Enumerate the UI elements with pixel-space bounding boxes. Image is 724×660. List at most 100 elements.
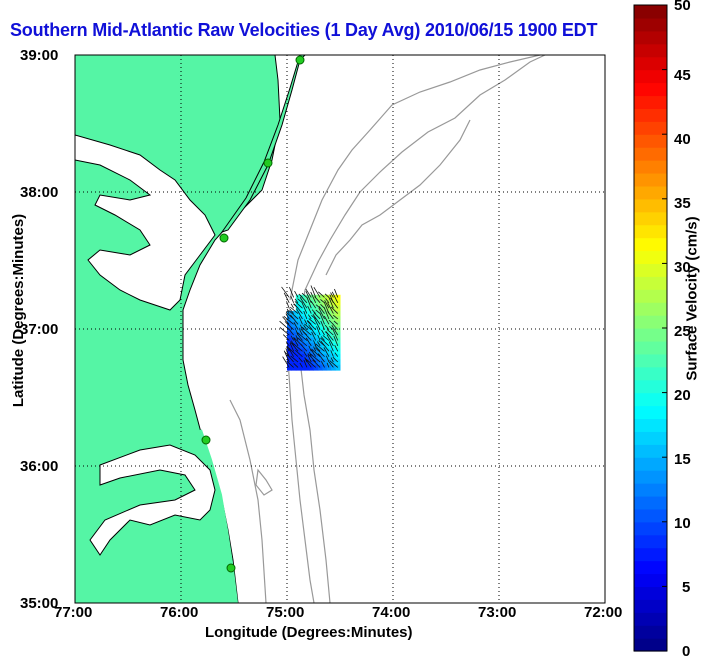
- velocity-arrow: [294, 301, 303, 309]
- velocity-arrow: [318, 306, 325, 314]
- velocity-cell: [300, 327, 306, 333]
- velocity-cell: [326, 337, 332, 344]
- velocity-cell: [287, 348, 292, 355]
- velocity-cell: [291, 337, 297, 344]
- velocity-cell: [287, 359, 292, 366]
- velocity-cell: [309, 294, 314, 301]
- colorbar-label: Surface Velocity (cm/s): [683, 216, 701, 381]
- colorbar-tick-label: 35: [674, 195, 691, 212]
- velocity-cell: [309, 359, 314, 366]
- colorbar-swatch: [634, 521, 667, 536]
- velocity-arrow: [326, 362, 330, 368]
- colorbar-swatch: [634, 315, 667, 329]
- velocity-arrow: [315, 309, 321, 314]
- y-tick-label: 36:00: [20, 458, 59, 475]
- velocity-cell: [300, 332, 306, 339]
- colorbar-swatch: [634, 5, 667, 19]
- colorbar-swatch: [634, 30, 667, 45]
- velocity-cell: [287, 343, 292, 350]
- outer-banks: [198, 429, 238, 603]
- velocity-cell: [331, 337, 337, 344]
- colorbar-swatch: [634, 198, 667, 213]
- velocity-cell: [309, 343, 314, 350]
- colorbar-tick-label: 45: [674, 67, 691, 84]
- velocity-arrow: [316, 326, 321, 336]
- velocity-cell: [295, 310, 301, 317]
- velocity-cell: [331, 332, 337, 339]
- velocity-cell: [291, 332, 297, 339]
- velocity-cell: [300, 321, 306, 328]
- velocity-cell: [326, 305, 332, 312]
- colorbar-tick-label: 0: [682, 643, 691, 660]
- colorbar-swatch: [634, 276, 667, 290]
- velocity-arrow: [326, 334, 334, 347]
- velocity-cell: [309, 364, 314, 371]
- velocity-cell: [335, 343, 341, 350]
- x-tick-label: 72:00: [584, 604, 623, 621]
- land-mass: [220, 55, 306, 233]
- velocity-arrow: [309, 353, 321, 363]
- velocity-cell: [300, 364, 306, 371]
- velocity-cell: [317, 316, 323, 323]
- velocity-cell: [309, 353, 314, 360]
- velocity-cell: [313, 337, 319, 344]
- velocity-cell: [309, 321, 314, 328]
- velocity-arrow: [279, 320, 290, 331]
- velocity-cell: [291, 364, 297, 371]
- velocity-arrow: [304, 323, 312, 331]
- velocity-arrow: [290, 303, 294, 309]
- velocity-cell: [331, 310, 337, 317]
- y-axis-label: Latitude (Degrees:Minutes): [10, 213, 28, 408]
- velocity-arrow: [305, 337, 312, 347]
- velocity-cell: [300, 316, 306, 323]
- velocity-cell: [304, 305, 310, 312]
- velocity-cell: [309, 337, 314, 344]
- velocity-arrow: [279, 327, 290, 336]
- velocity-cell: [335, 332, 341, 339]
- colorbar-swatch: [634, 470, 667, 484]
- colorbar-swatch: [634, 211, 667, 226]
- velocity-arrow: [332, 323, 339, 330]
- velocity-cell: [313, 310, 319, 317]
- colorbar-swatch: [634, 224, 667, 239]
- velocity-arrow: [305, 288, 312, 298]
- velocity-cell: [326, 348, 332, 355]
- velocity-cell: [322, 364, 328, 371]
- velocity-cell: [291, 359, 297, 366]
- velocity-arrow: [330, 306, 339, 314]
- velocity-cell: [313, 305, 319, 312]
- velocity-cell: [326, 364, 332, 371]
- velocity-arrow: [313, 346, 317, 352]
- velocity-arrow: [302, 330, 312, 341]
- velocity-arrow: [303, 359, 308, 368]
- velocity-arrow: [308, 318, 316, 325]
- velocity-cell: [309, 348, 314, 355]
- velocity-arrow: [328, 319, 334, 325]
- colorbar-swatch: [634, 547, 667, 562]
- velocity-cell: [295, 300, 301, 307]
- velocity-arrow: [334, 288, 339, 298]
- velocity-arrow: [282, 356, 290, 368]
- velocity-arrow: [310, 300, 317, 309]
- velocity-arrow: [311, 349, 317, 357]
- velocity-cell: [335, 321, 341, 328]
- colorbar-swatch: [634, 560, 667, 575]
- y-tick-label: 38:00: [20, 184, 59, 201]
- velocity-arrow: [327, 311, 334, 320]
- velocity-arrow: [332, 314, 339, 320]
- velocity-arrow: [315, 304, 321, 309]
- station-marker: [295, 55, 305, 65]
- velocity-arrow: [310, 285, 317, 298]
- colorbar-swatch: [634, 263, 667, 277]
- velocity-cell: [309, 310, 314, 317]
- velocity-arrow: [324, 324, 330, 330]
- velocity-arrow: [299, 362, 303, 368]
- velocity-arrow: [301, 302, 308, 314]
- velocity-arrow: [318, 291, 325, 298]
- velocity-cell: [300, 305, 306, 312]
- velocity-cell: [304, 343, 310, 350]
- velocity-arrow: [323, 315, 330, 325]
- velocity-cell: [326, 353, 332, 360]
- velocity-cell: [313, 364, 319, 371]
- velocity-cell: [304, 327, 310, 333]
